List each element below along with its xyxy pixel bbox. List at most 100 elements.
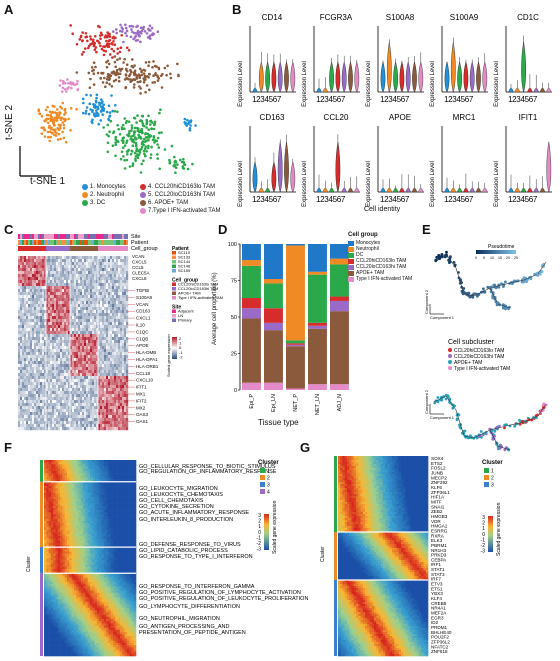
heatmap-cell <box>18 409 21 413</box>
heatmap-cell <box>50 352 53 356</box>
heatmap-cell <box>26 256 29 260</box>
heatmap-cell <box>78 268 81 272</box>
heatmap-cell <box>88 265 91 269</box>
heatmap-cell <box>54 355 57 359</box>
heatmap-cell <box>30 292 33 296</box>
heatmap-cell <box>80 280 83 284</box>
heatmap-cell <box>116 349 119 353</box>
heatmap-cell <box>18 331 21 335</box>
heatmap-cell <box>116 340 119 344</box>
heatmap-cell <box>102 295 105 299</box>
heatmap-cell <box>88 409 91 413</box>
heatmap-cell <box>20 319 23 323</box>
heatmap-cell <box>112 268 115 272</box>
heatmap-cell <box>90 256 93 260</box>
heatmap-cell <box>88 304 91 308</box>
heatmap-cell <box>60 307 63 311</box>
tsne-point <box>99 31 103 35</box>
heatmap-cell <box>84 325 87 329</box>
heatmap-cell <box>18 418 21 422</box>
heatmap-cell <box>67 468 70 472</box>
heatmap-cell <box>76 370 79 374</box>
heatmap-cell <box>118 304 121 308</box>
heatmap-cell <box>30 346 33 350</box>
heatmap-cell <box>116 328 119 332</box>
heatmap-cell <box>78 280 81 284</box>
violin-body <box>322 187 328 193</box>
site-bar-cell <box>100 234 102 239</box>
tsne-point <box>136 156 140 159</box>
heatmap-cell <box>26 400 29 404</box>
heatmap-cell <box>74 358 77 362</box>
heatmap-cell <box>56 352 59 356</box>
heatmap-cell <box>44 468 47 472</box>
heatmap-cell <box>32 340 35 344</box>
heatmap-cell <box>131 460 134 463</box>
heatmap-cell <box>68 394 71 398</box>
tsne-point <box>113 109 116 113</box>
heatmap-cell <box>114 376 117 380</box>
heatmap-cell <box>42 304 45 308</box>
heatmap-cell <box>92 409 95 413</box>
heatmap-cell <box>44 409 47 413</box>
heatmap-cell <box>90 415 93 419</box>
patient-bar-cell <box>32 240 34 245</box>
heatmap-cell <box>74 406 77 410</box>
heatmap-cell <box>116 421 119 425</box>
heatmap-cell <box>50 379 53 383</box>
violin-body <box>386 41 392 93</box>
heatmap-cell <box>118 283 121 287</box>
heatmap-cell <box>102 343 105 347</box>
heatmap-cell <box>46 346 49 350</box>
tsne-point <box>149 29 152 32</box>
heatmap-cell <box>122 319 125 323</box>
heatmap-cell <box>64 379 67 383</box>
heatmap-cell <box>112 352 115 356</box>
heatmap-cell <box>36 382 39 386</box>
tsne-point <box>76 80 79 83</box>
heatmap-cell <box>60 379 63 383</box>
heatmap-cell <box>22 373 25 377</box>
heatmap-cell <box>68 409 71 413</box>
trajectory-cell <box>467 291 471 295</box>
heatmap-cell <box>122 397 125 401</box>
heatmap-cell <box>106 289 109 293</box>
violin-ylabel: Expression Level <box>238 61 244 107</box>
heatmap-cell <box>20 283 23 287</box>
heatmap-cell <box>22 316 25 320</box>
heatmap-cell <box>54 316 57 320</box>
heatmap-cell <box>38 421 41 425</box>
tsne-point <box>183 117 187 121</box>
heatmap-cell <box>108 403 111 407</box>
heatmap-cell <box>80 376 83 380</box>
heatmap-cell <box>62 382 65 386</box>
heatmap-cell <box>54 358 57 362</box>
heatmap-cell <box>24 271 27 275</box>
heatmap-cell <box>34 370 37 374</box>
tsne-point <box>123 57 126 61</box>
heatmap-cell <box>54 328 57 332</box>
heatmap-cell <box>42 256 45 260</box>
heatmap-cell <box>40 409 43 413</box>
heatmap-cell <box>64 280 67 284</box>
heatmap-cell <box>62 406 65 410</box>
heatmap-cell <box>119 460 123 463</box>
heatmap-cell <box>86 394 89 398</box>
heatmap-cell <box>32 265 35 269</box>
heatmap-cell <box>122 304 125 308</box>
heatmap-cell <box>76 352 79 356</box>
violin-xticks: 1234567 <box>444 95 474 104</box>
heatmap-cell <box>78 364 81 368</box>
heatmap-cell <box>126 310 129 314</box>
heatmap-cell <box>32 319 35 323</box>
gene-label: CD163 <box>136 309 151 314</box>
heatmap-cell <box>120 370 123 374</box>
heatmap-cell <box>22 286 25 290</box>
gene-label: IFIT2 <box>136 398 147 403</box>
heatmap-cell <box>108 283 111 287</box>
site-bar-cell <box>124 234 126 239</box>
heatmap-cell <box>26 346 29 350</box>
tsne-point <box>101 81 105 84</box>
tsne-point <box>115 28 118 31</box>
heatmap-cell <box>120 388 123 392</box>
